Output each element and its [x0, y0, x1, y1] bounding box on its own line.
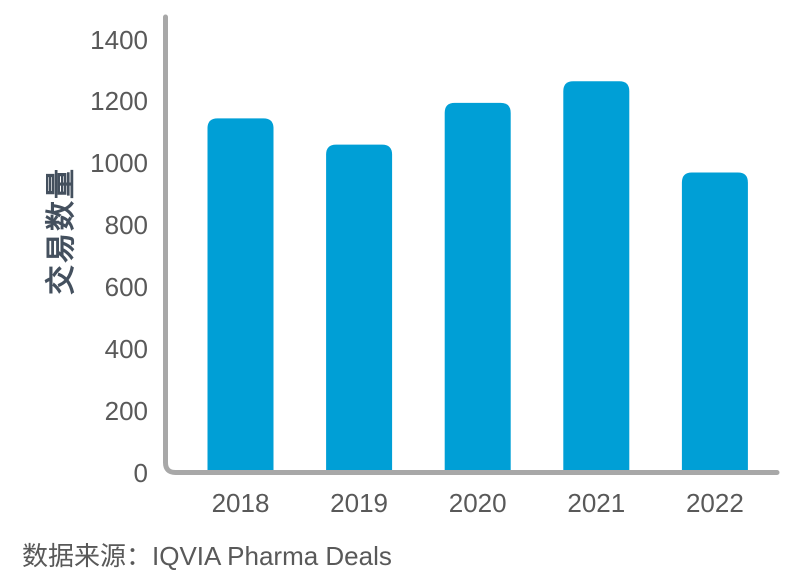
y-tick-label-1000: 1000 — [90, 148, 148, 179]
x-axis-label-2022: 2022 — [685, 488, 744, 518]
y-tick-label-200: 200 — [104, 395, 148, 426]
x-axis-label-2020: 2020 — [448, 488, 507, 518]
axis-line — [163, 14, 780, 475]
y-tick-label-0: 0 — [133, 457, 148, 488]
y-tick-label-600: 600 — [104, 271, 148, 302]
x-axis-label-2019: 2019 — [330, 488, 389, 518]
x-axis-label-2021: 2021 — [567, 488, 626, 518]
y-tick-label-800: 800 — [104, 210, 148, 241]
bar-2021 — [563, 81, 630, 474]
bar-2019 — [326, 144, 393, 474]
y-tick-label-1200: 1200 — [90, 86, 148, 117]
y-tick-label-400: 400 — [104, 333, 148, 364]
y-tick-label-1400: 1400 — [90, 24, 148, 55]
x-axis-label-2018: 2018 — [211, 488, 270, 518]
bar-2020 — [444, 102, 511, 475]
bar-2018 — [207, 118, 274, 474]
bar-2022 — [681, 172, 748, 474]
source-note: 数据来源：IQVIA Pharma Deals — [22, 541, 392, 571]
bars-group — [207, 81, 748, 475]
